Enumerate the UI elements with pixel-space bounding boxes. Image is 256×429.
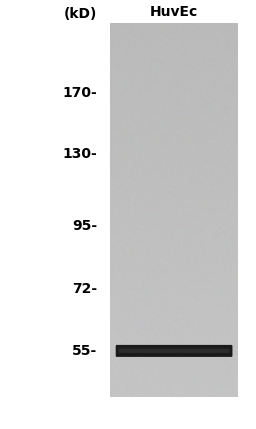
Text: 55-: 55-: [72, 344, 97, 358]
FancyBboxPatch shape: [119, 348, 230, 353]
Text: 170-: 170-: [62, 86, 97, 100]
Text: 130-: 130-: [62, 147, 97, 161]
Text: 72-: 72-: [72, 282, 97, 296]
Text: (kD): (kD): [64, 7, 97, 21]
FancyBboxPatch shape: [116, 345, 232, 357]
Text: HuvEc: HuvEc: [150, 5, 198, 19]
Text: 95-: 95-: [72, 219, 97, 233]
